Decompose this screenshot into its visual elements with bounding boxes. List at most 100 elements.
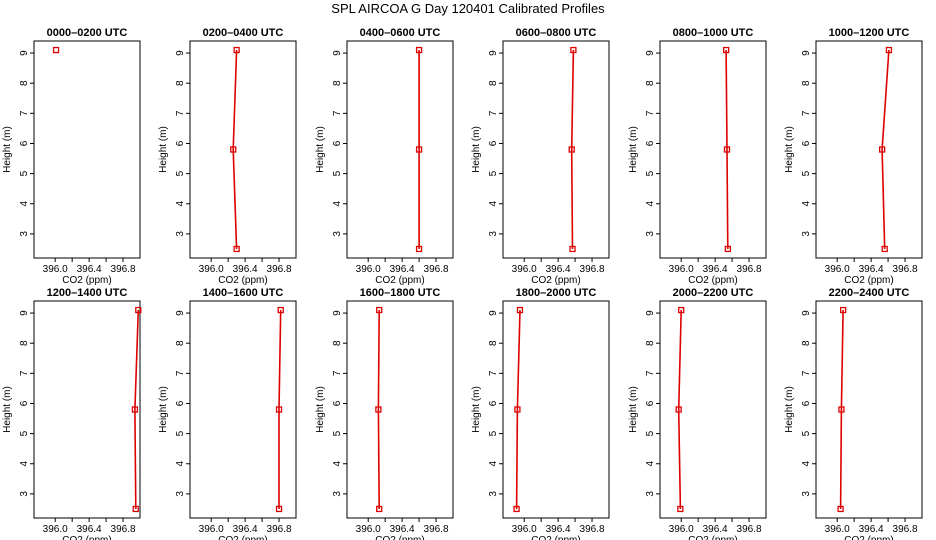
panel-title: 0600–0800 UTC [516, 27, 597, 39]
data-point [132, 505, 139, 513]
plot-frame [189, 300, 297, 519]
y-axis-label: Height (m) [471, 126, 482, 173]
y-tick-label: 5 [19, 430, 30, 436]
profile-line [377, 309, 380, 510]
x-axis-label: CO2 (ppm) [375, 275, 424, 286]
data-point [837, 505, 844, 513]
y-tick-label: 9 [332, 310, 343, 316]
x-tick-label: 396.0 [825, 264, 850, 275]
x-tick-label: 396.4 [703, 524, 728, 535]
y-tick-label: 7 [645, 110, 656, 116]
y-tick-label: 3 [175, 231, 186, 237]
x-tick-label: 396.4 [233, 264, 258, 275]
panel-7: 1400–1600 UTC 396.0 396.4 396.8 3 4 5 6 7 8 9 CO2 (… [158, 287, 297, 540]
y-tick-label: 8 [801, 340, 812, 346]
x-tick-label: 396.0 [356, 264, 381, 275]
y-tick-label: 9 [645, 50, 656, 56]
y-tick-label: 5 [488, 170, 499, 176]
x-axis-label: CO2 (ppm) [688, 275, 737, 286]
x-axis-label: CO2 (ppm) [531, 275, 580, 286]
y-axis-label: Height (m) [2, 126, 13, 173]
data-point [52, 46, 60, 54]
plot-frame [659, 300, 767, 519]
y-tick-label: 4 [801, 201, 812, 207]
profile-line [725, 49, 729, 250]
y-tick-label: 6 [645, 400, 656, 406]
y-axis-label: Height (m) [471, 386, 482, 433]
y-tick-label: 8 [175, 340, 186, 346]
y-tick-label: 9 [175, 50, 186, 56]
data-point [514, 406, 521, 413]
panel-title: 1000–1200 UTC [829, 27, 910, 39]
panel-8: 1600–1800 UTC 396.0 396.4 396.8 3 4 5 6 7 8 9 CO2 (… [315, 287, 454, 540]
profile-line [278, 309, 282, 509]
x-tick-label: 396.4 [390, 524, 415, 535]
y-tick-label: 7 [488, 110, 499, 116]
y-tick-label: 7 [801, 370, 812, 376]
y-tick-label: 7 [488, 370, 499, 376]
profile-line [677, 309, 682, 510]
y-tick-label: 9 [488, 50, 499, 56]
y-tick-label: 4 [488, 461, 499, 467]
profile-line [839, 309, 844, 510]
y-tick-label: 8 [175, 80, 186, 86]
panel-title: 0800–1000 UTC [673, 27, 754, 39]
y-tick-label: 5 [645, 170, 656, 176]
data-point [277, 306, 284, 314]
data-point [677, 505, 684, 513]
y-tick-label: 3 [332, 491, 343, 497]
panel-title: 1600–1800 UTC [360, 287, 441, 299]
plot-frame [815, 40, 923, 259]
y-tick-label: 5 [175, 430, 186, 436]
panel-5: 1000–1200 UTC 396.0 396.4 396.8 3 4 5 6 7 8 9 CO2 (… [784, 27, 923, 286]
y-tick-label: 3 [801, 231, 812, 237]
panel-title: 1400–1600 UTC [203, 287, 284, 299]
x-tick-label: 396.4 [546, 524, 571, 535]
plot-frame [502, 300, 610, 519]
y-axis-label: Height (m) [315, 386, 326, 433]
plot-frame [502, 40, 610, 259]
panel-4: 0800–1000 UTC 396.0 396.4 396.8 3 4 5 6 7 8 9 CO2 (… [628, 27, 767, 286]
plot-frame [33, 300, 141, 519]
panel-title: 2000–2200 UTC [673, 287, 754, 299]
y-tick-label: 9 [332, 50, 343, 56]
data-point [722, 46, 730, 54]
data-point [723, 146, 731, 153]
y-tick-label: 6 [801, 400, 812, 406]
y-tick-label: 7 [332, 370, 343, 376]
data-point [230, 146, 237, 153]
profile-line [515, 309, 521, 510]
x-tick-label: 396.8 [111, 524, 136, 535]
y-tick-label: 9 [801, 310, 812, 316]
x-tick-label: 396.8 [267, 264, 292, 275]
x-axis-label: CO2 (ppm) [844, 275, 893, 286]
data-point [569, 245, 576, 253]
data-point [376, 306, 383, 314]
data-point [881, 245, 888, 253]
y-tick-label: 4 [801, 461, 812, 467]
y-tick-label: 3 [175, 491, 186, 497]
panel-3: 0600–0800 UTC 396.0 396.4 396.8 3 4 5 6 7 8 9 CO2 (… [471, 27, 610, 286]
panel-10: 2000–2200 UTC 396.0 396.4 396.8 3 4 5 6 7 8 9 CO2 (… [628, 287, 767, 540]
y-tick-label: 3 [645, 491, 656, 497]
panel-title: 2200–2400 UTC [829, 287, 910, 299]
profile-line [570, 49, 575, 250]
y-tick-label: 5 [645, 430, 656, 436]
y-tick-label: 4 [19, 461, 30, 467]
y-tick-label: 6 [645, 140, 656, 146]
data-point [275, 505, 283, 513]
y-tick-label: 8 [19, 80, 30, 86]
y-tick-label: 7 [175, 110, 186, 116]
x-tick-label: 396.8 [737, 264, 762, 275]
y-tick-label: 6 [332, 140, 343, 146]
data-point [233, 46, 240, 54]
data-point [131, 406, 139, 413]
data-point [376, 505, 383, 513]
x-tick-label: 396.0 [356, 524, 381, 535]
y-tick-label: 3 [488, 231, 499, 237]
y-axis-label: Height (m) [628, 386, 639, 433]
y-tick-label: 4 [332, 201, 343, 207]
data-point [678, 306, 685, 314]
y-tick-label: 9 [801, 50, 812, 56]
y-tick-label: 3 [801, 491, 812, 497]
